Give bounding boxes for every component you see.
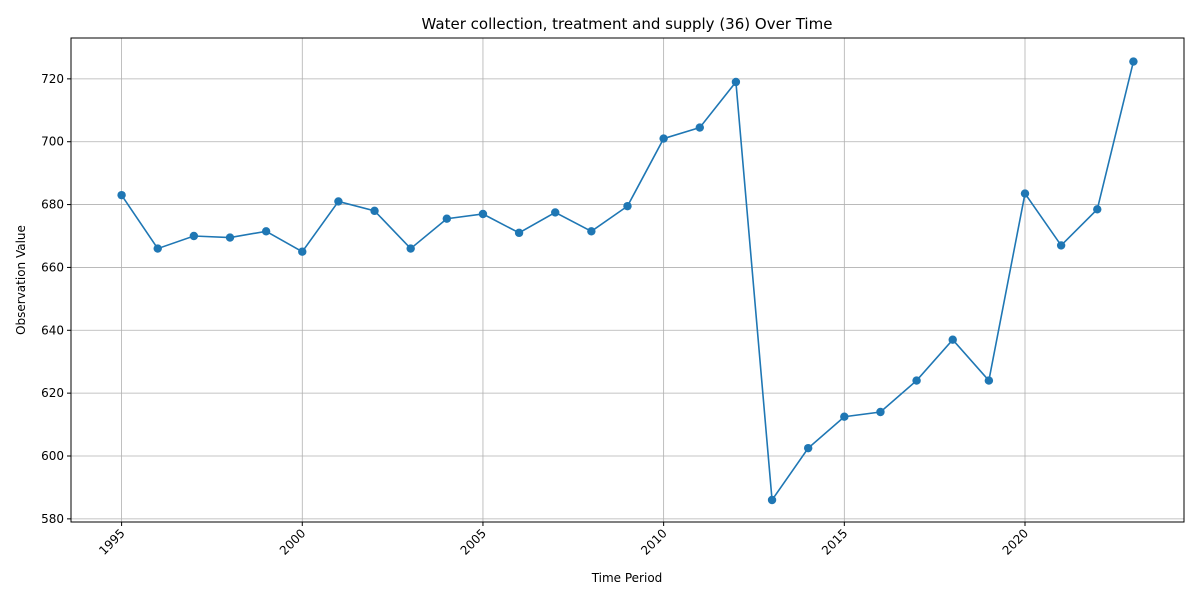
data-point (587, 227, 596, 236)
x-axis-label: Time Period (591, 571, 663, 585)
data-point (551, 208, 560, 217)
y-tick-label: 700 (41, 135, 64, 149)
x-tick-label: 2000 (277, 526, 308, 557)
data-point (298, 247, 307, 256)
y-axis: 580 600 620 640 660 680 700 720 (41, 72, 71, 526)
data-point (876, 407, 885, 417)
y-tick-label: 600 (41, 449, 64, 463)
x-axis: 1995 2000 2005 2010 2015 2020 (96, 522, 1031, 558)
data-point (189, 231, 199, 241)
x-tick-label: 2005 (458, 526, 489, 557)
data-point (984, 376, 994, 385)
x-tick-label: 2015 (819, 526, 850, 557)
data-point (334, 197, 343, 206)
data-point (1129, 57, 1138, 66)
y-tick-label: 580 (41, 512, 64, 526)
data-point (912, 376, 921, 385)
chart-title: Water collection, treatment and supply (… (422, 15, 833, 33)
data-point (514, 228, 524, 238)
y-tick-label: 720 (41, 72, 64, 86)
data-point (406, 244, 415, 253)
y-tick-label: 640 (41, 323, 64, 337)
x-tick-label: 2010 (638, 526, 669, 557)
data-point (623, 201, 632, 211)
grid-lines (71, 38, 1184, 522)
y-axis-label: Observation Value (14, 225, 28, 335)
data-point (153, 244, 162, 253)
data-point (261, 227, 271, 236)
x-tick-label: 1995 (96, 526, 127, 557)
plot-frame (70, 37, 1185, 523)
data-point (767, 495, 777, 505)
x-tick-label: 2020 (1000, 526, 1031, 557)
y-tick-label: 620 (41, 386, 64, 400)
data-point (442, 214, 452, 223)
data-point (695, 123, 704, 132)
series-observation-value (117, 57, 1138, 505)
data-point (370, 206, 379, 216)
data-point (1056, 241, 1066, 250)
data-point (117, 190, 126, 200)
data-point (948, 335, 957, 344)
data-point (840, 412, 849, 421)
data-point (478, 209, 488, 219)
y-tick-label: 660 (41, 260, 64, 274)
data-point (1093, 205, 1102, 214)
data-point (731, 77, 741, 87)
series-line (120, 61, 1135, 503)
data-point (1020, 189, 1030, 198)
y-tick-label: 680 (41, 198, 64, 212)
data-point (659, 134, 668, 143)
data-point (225, 233, 235, 242)
data-point (803, 443, 813, 453)
